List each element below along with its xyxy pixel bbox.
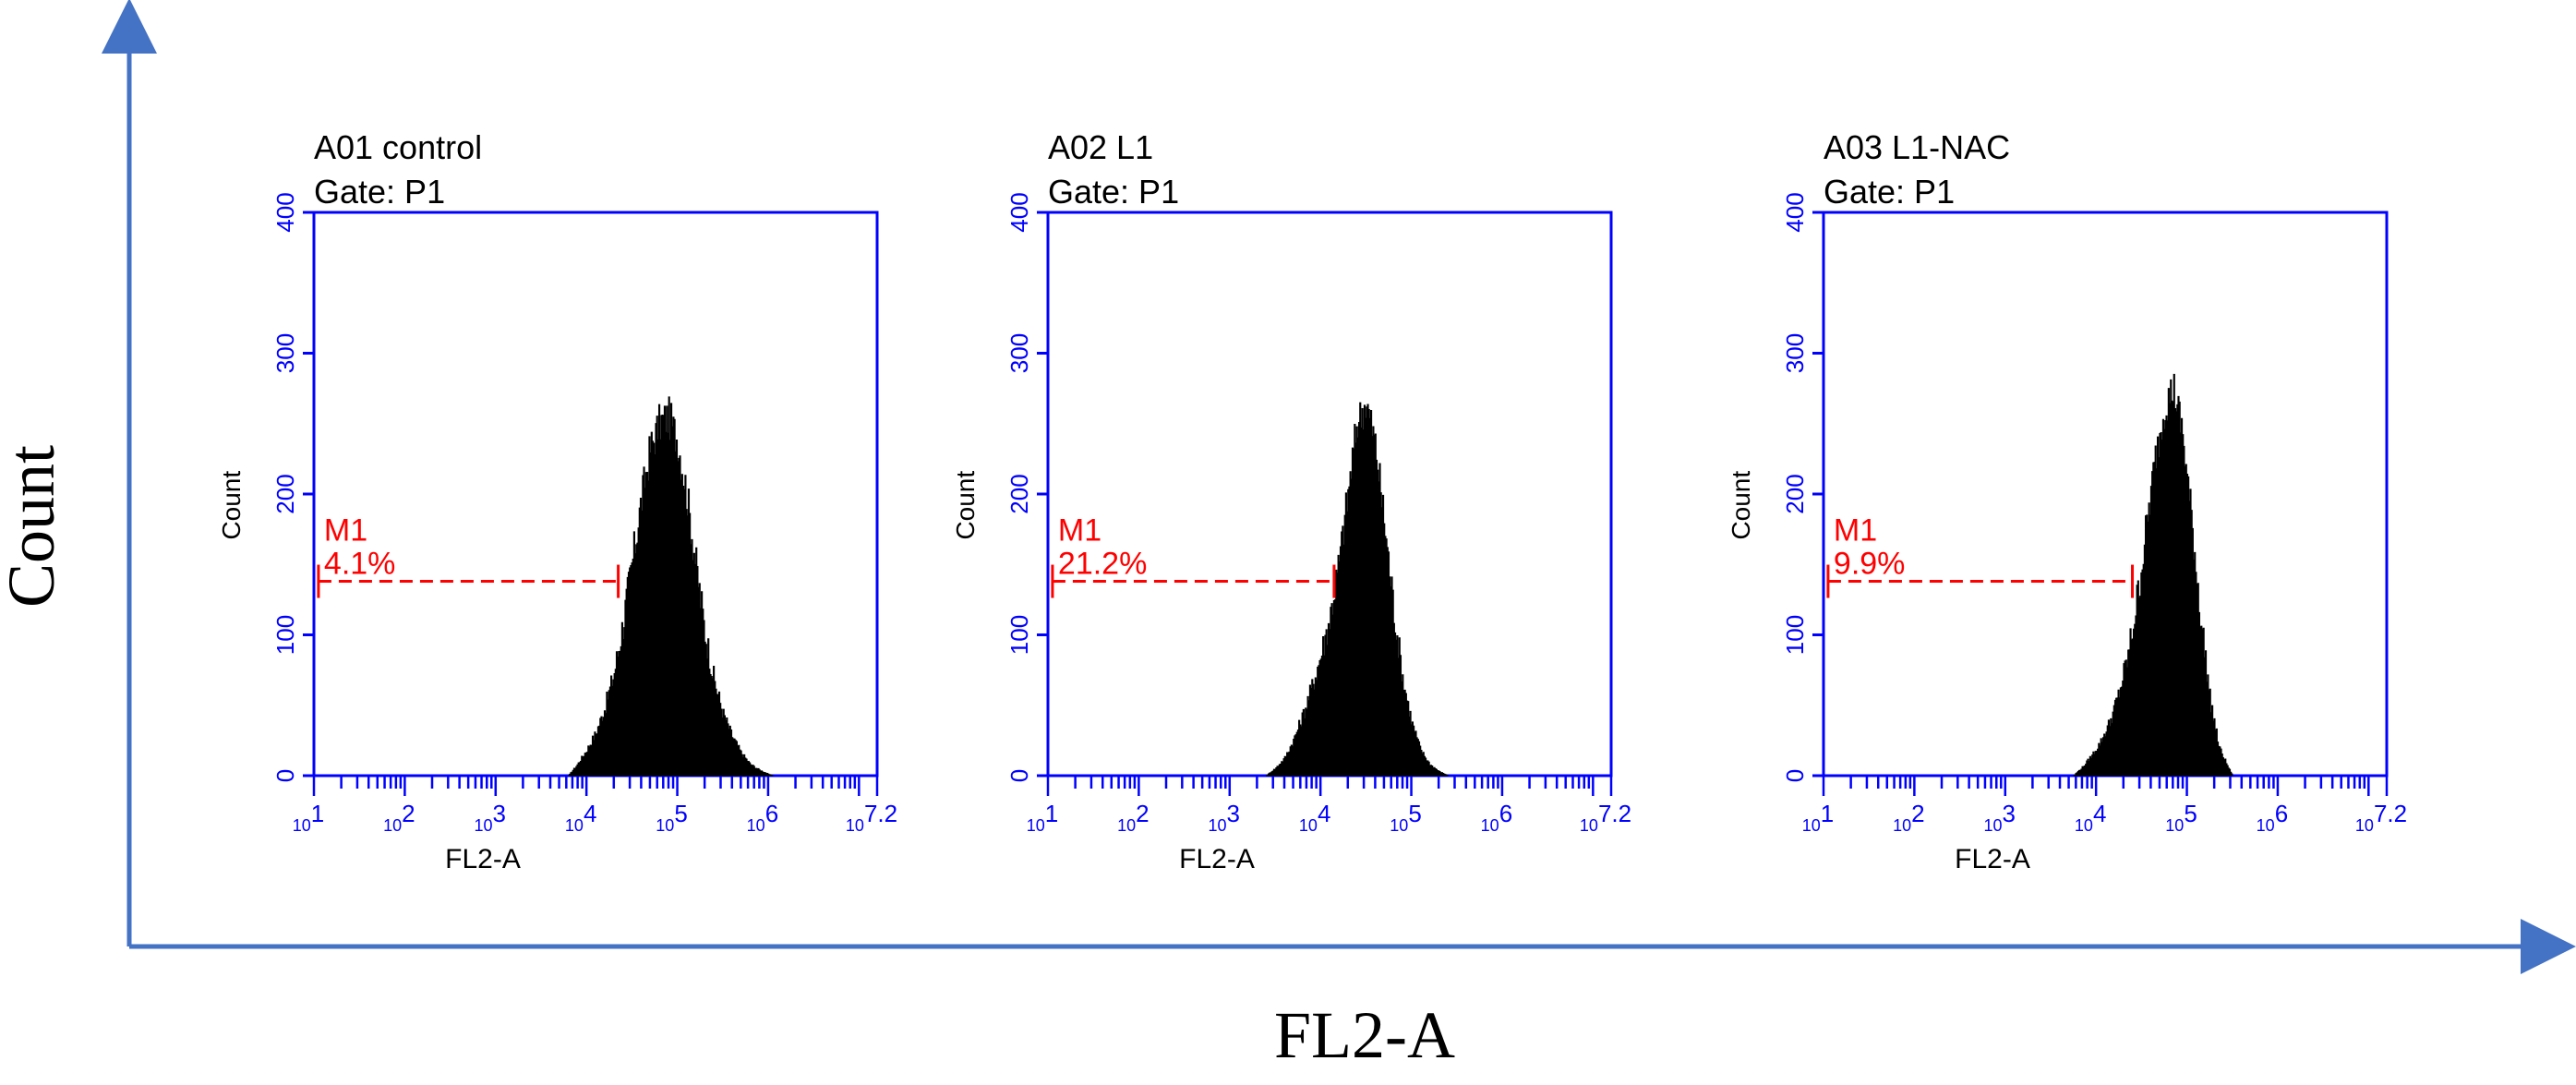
histogram-panel-2: A02 L1 Gate: P1 0 100 200 300 400 Count 101 102 10… [951, 128, 1631, 874]
marker-percent: 9.9% [1834, 547, 1906, 582]
y-tick-label: 0 [1781, 769, 1809, 782]
x-tick-label: 103 [1984, 800, 2016, 835]
histogram-panels: A01 control Gate: P1 0 100 200 300 400 Count 101… [217, 128, 2407, 874]
x-tick-label: 107.2 [1580, 800, 1631, 835]
x-axis-label: FL2-A [1955, 844, 2030, 874]
x-tick-label: 105 [2165, 800, 2197, 835]
x-tick-label: 106 [747, 800, 779, 835]
histogram-bars [568, 396, 774, 777]
histogram-bars [2073, 373, 2233, 777]
marker-name: M1 [1834, 513, 1877, 549]
marker-name: M1 [1058, 513, 1101, 549]
panel-subtitle: Gate: P1 [314, 173, 445, 211]
histogram-panel-1: A01 control Gate: P1 0 100 200 300 400 Count 101… [217, 128, 897, 874]
x-tick-label: 102 [1893, 800, 1925, 835]
y-tick-label: 400 [1781, 192, 1809, 232]
y-tick-label: 100 [1781, 615, 1809, 655]
x-tick-label: 104 [565, 800, 597, 835]
x-tick-label: 101 [1802, 800, 1835, 835]
y-tick-label: 0 [1005, 769, 1033, 782]
y-tick-label: 0 [271, 769, 299, 782]
y-tick-label: 400 [1005, 192, 1033, 232]
x-axis-label: FL2-A [445, 844, 521, 874]
y-tick-label: 300 [1781, 333, 1809, 373]
x-tick-label: 107.2 [846, 800, 897, 835]
y-tick-label: 300 [1005, 333, 1033, 373]
x-axis-label: FL2-A [1179, 844, 1255, 874]
y-tick-label: 300 [271, 333, 299, 373]
x-tick-label: 103 [475, 800, 507, 835]
x-tick-label: 105 [1390, 800, 1422, 835]
x-tick-label: 105 [656, 800, 688, 835]
y-tick-label: 400 [271, 192, 299, 232]
x-tick-label: 107.2 [2355, 800, 2407, 835]
x-tick-label: 106 [2257, 800, 2289, 835]
y-axis-label: Count [217, 471, 246, 540]
panel-title: A03 L1-NAC [1824, 128, 2010, 166]
y-tick-label: 100 [271, 615, 299, 655]
marker-name: M1 [324, 513, 367, 549]
histogram-bars [1266, 402, 1450, 777]
x-tick-label: 101 [293, 800, 325, 835]
plot-frame [312, 211, 879, 778]
x-tick-label: 102 [1117, 800, 1150, 835]
x-tick-label: 104 [2075, 800, 2107, 835]
panel-title: A02 L1 [1048, 128, 1153, 166]
x-tick-label: 101 [1027, 800, 1059, 835]
x-tick-label: 103 [1209, 800, 1241, 835]
y-tick-label: 200 [271, 474, 299, 513]
figure-x-axis-label: FL2-A [1274, 998, 1455, 1072]
panel-title: A01 control [314, 128, 482, 166]
marker-percent: 21.2% [1058, 547, 1147, 582]
plot-frame [1822, 211, 2389, 778]
y-tick-label: 100 [1005, 615, 1033, 655]
marker-percent: 4.1% [324, 547, 396, 582]
x-tick-label: 106 [1481, 800, 1513, 835]
x-tick-label: 104 [1299, 800, 1331, 835]
y-tick-label: 200 [1005, 474, 1033, 513]
figure-y-axis-label: Count [0, 445, 68, 608]
panel-subtitle: Gate: P1 [1824, 173, 1955, 211]
y-tick-label: 200 [1781, 474, 1809, 513]
y-axis-label: Count [951, 471, 980, 540]
histogram-panel-3: A03 L1-NAC Gate: P1 0 100 200 300 400 Count 101 1… [1727, 128, 2407, 874]
panel-subtitle: Gate: P1 [1048, 173, 1179, 211]
y-axis-label: Count [1727, 471, 1755, 540]
x-tick-label: 102 [383, 800, 415, 835]
